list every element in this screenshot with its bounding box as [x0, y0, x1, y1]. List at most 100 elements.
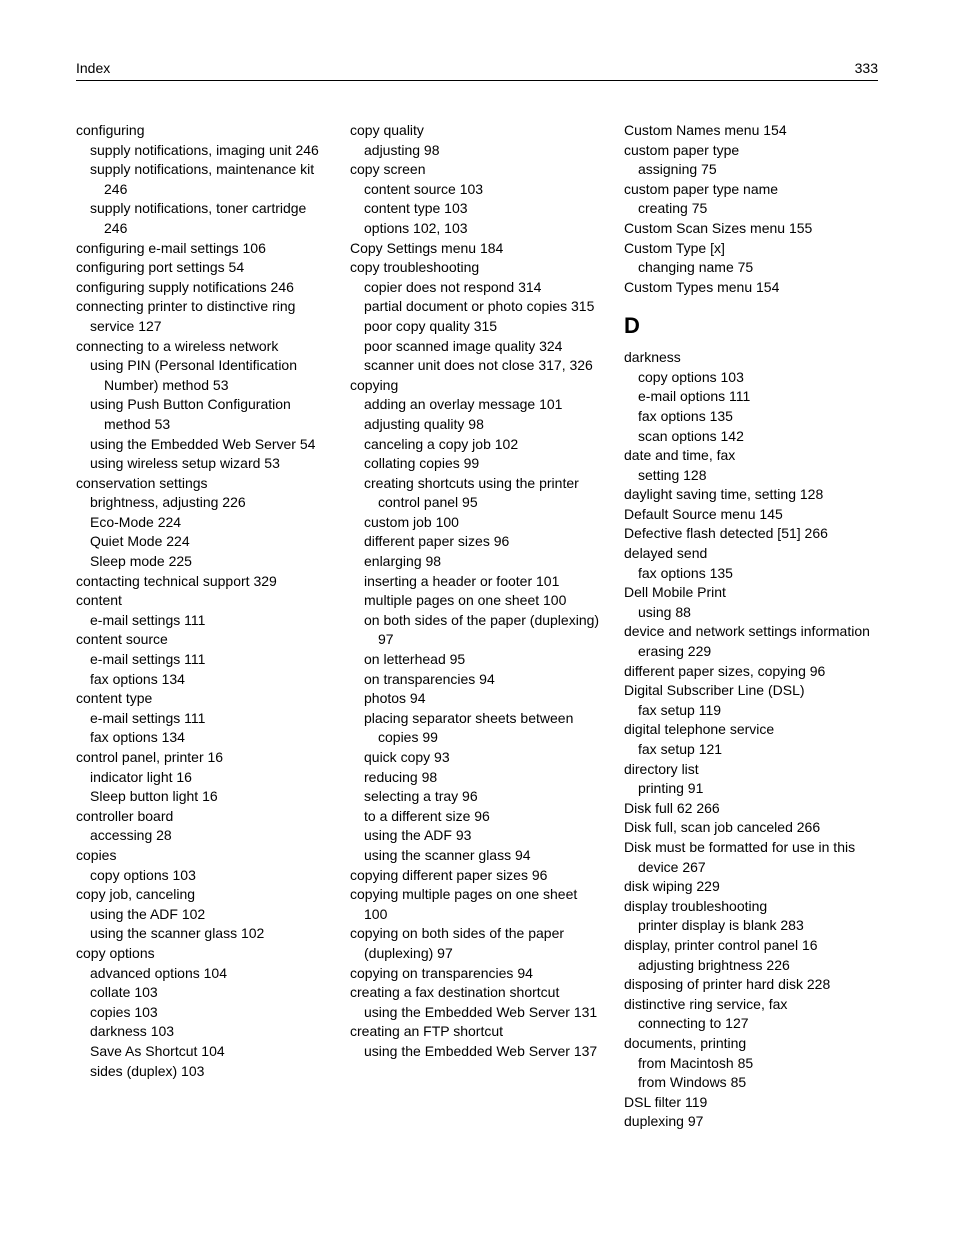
index-entry: copy quality: [350, 121, 604, 141]
index-entry: display, printer control panel 16: [624, 936, 878, 956]
index-entry: darkness 103: [76, 1022, 330, 1042]
index-entry: to a different size 96: [350, 807, 604, 827]
index-entry: collate 103: [76, 983, 330, 1003]
index-entry: selecting a tray 96: [350, 787, 604, 807]
section-heading-d: D: [624, 311, 878, 342]
index-entry: collating copies 99: [350, 454, 604, 474]
index-entry: on both sides of the paper (duplexing) 9…: [350, 611, 604, 650]
index-entry: configuring e-mail settings 106: [76, 239, 330, 259]
index-entry: disposing of printer hard disk 228: [624, 975, 878, 995]
index-entry: using the scanner glass 94: [350, 846, 604, 866]
index-entry: different paper sizes, copying 96: [624, 662, 878, 682]
index-entry: using the ADF 102: [76, 905, 330, 925]
index-entry: scanner unit does not close 317, 326: [350, 356, 604, 376]
index-entry: using the Embedded Web Server 54: [76, 435, 330, 455]
index-entry: different paper sizes 96: [350, 532, 604, 552]
index-column-3: Custom Names menu 154custom paper typeas…: [624, 121, 878, 1132]
index-entry: content: [76, 591, 330, 611]
index-entry: configuring port settings 54: [76, 258, 330, 278]
index-entry: duplexing 97: [624, 1112, 878, 1132]
index-entry: content source 103: [350, 180, 604, 200]
index-entry: copying multiple pages on one sheet 100: [350, 885, 604, 924]
index-entry: brightness, adjusting 226: [76, 493, 330, 513]
index-entry: using the Embedded Web Server 131: [350, 1003, 604, 1023]
index-entry: changing name 75: [624, 258, 878, 278]
index-entry: content type 103: [350, 199, 604, 219]
index-entry: copier does not respond 314: [350, 278, 604, 298]
index-entry: copy options 103: [624, 368, 878, 388]
index-entry: fax options 135: [624, 407, 878, 427]
index-entry: from Macintosh 85: [624, 1054, 878, 1074]
index-entry: using the ADF 93: [350, 826, 604, 846]
index-entry: using PIN (Personal Identification Numbe…: [76, 356, 330, 395]
index-entry: display troubleshooting: [624, 897, 878, 917]
index-entry: fax options 135: [624, 564, 878, 584]
index-entry: Defective flash detected [51] 266: [624, 524, 878, 544]
index-entry: content type: [76, 689, 330, 709]
index-entry: connecting to a wireless network: [76, 337, 330, 357]
index-entry: creating an FTP shortcut: [350, 1022, 604, 1042]
index-entry: daylight saving time, setting 128: [624, 485, 878, 505]
index-entry: e-mail settings 111: [76, 709, 330, 729]
index-entry: on transparencies 94: [350, 670, 604, 690]
index-entry: Default Source menu 145: [624, 505, 878, 525]
index-entry: fax setup 121: [624, 740, 878, 760]
header-page-number: 333: [855, 60, 878, 76]
index-entry: e-mail settings 111: [76, 611, 330, 631]
index-entry: placing separator sheets between copies …: [350, 709, 604, 748]
index-entry: Custom Types menu 154: [624, 278, 878, 298]
index-entry: printer display is blank 283: [624, 916, 878, 936]
index-entry: adjusting brightness 226: [624, 956, 878, 976]
index-entry: control panel, printer 16: [76, 748, 330, 768]
index-entry: reducing 98: [350, 768, 604, 788]
index-entry: Save As Shortcut 104: [76, 1042, 330, 1062]
index-entry: Quiet Mode 224: [76, 532, 330, 552]
index-entry: connecting to 127: [624, 1014, 878, 1034]
index-entry: setting 128: [624, 466, 878, 486]
header-left: Index: [76, 60, 110, 76]
index-entry: poor scanned image quality 324: [350, 337, 604, 357]
index-entry: custom job 100: [350, 513, 604, 533]
index-entry: Custom Names menu 154: [624, 121, 878, 141]
index-entry: Disk must be formatted for use in this d…: [624, 838, 878, 877]
index-entry: distinctive ring service, fax: [624, 995, 878, 1015]
index-entry: e-mail options 111: [624, 387, 878, 407]
index-entry: adjusting 98: [350, 141, 604, 161]
index-entry: fax options 134: [76, 670, 330, 690]
index-entry: using wireless setup wizard 53: [76, 454, 330, 474]
index-entry: using Push Button Configuration method 5…: [76, 395, 330, 434]
index-entry: copy job, canceling: [76, 885, 330, 905]
index-column-2: copy qualityadjusting 98copy screenconte…: [350, 121, 604, 1132]
index-entry: advanced options 104: [76, 964, 330, 984]
index-entry: indicator light 16: [76, 768, 330, 788]
index-entry: date and time, fax: [624, 446, 878, 466]
index-entry: supply notifications, toner cartridge 24…: [76, 199, 330, 238]
index-entry: poor copy quality 315: [350, 317, 604, 337]
index-entry: scan options 142: [624, 427, 878, 447]
index-entry: using the scanner glass 102: [76, 924, 330, 944]
index-entry: supply notifications, imaging unit 246: [76, 141, 330, 161]
index-entry: configuring supply notifications 246: [76, 278, 330, 298]
index-entry: digital telephone service: [624, 720, 878, 740]
index-entry: copy options: [76, 944, 330, 964]
index-entry: options 102, 103: [350, 219, 604, 239]
index-entry: copying on both sides of the paper (dupl…: [350, 924, 604, 963]
index-entry: Eco-Mode 224: [76, 513, 330, 533]
index-entry: custom paper type name: [624, 180, 878, 200]
index-entry: Dell Mobile Print: [624, 583, 878, 603]
index-entry: Copy Settings menu 184: [350, 239, 604, 259]
index-entry: supply notifications, maintenance kit 24…: [76, 160, 330, 199]
index-entry: using 88: [624, 603, 878, 623]
index-entry: enlarging 98: [350, 552, 604, 572]
index-entry: copying: [350, 376, 604, 396]
index-entry: directory list: [624, 760, 878, 780]
index-entry: configuring: [76, 121, 330, 141]
index-entry: darkness: [624, 348, 878, 368]
index-entry: photos 94: [350, 689, 604, 709]
index-entry: Custom Scan Sizes menu 155: [624, 219, 878, 239]
index-entry: contacting technical support 329: [76, 572, 330, 592]
index-entry: documents, printing: [624, 1034, 878, 1054]
index-entry: erasing 229: [624, 642, 878, 662]
index-entry: on letterhead 95: [350, 650, 604, 670]
index-entry: conservation settings: [76, 474, 330, 494]
